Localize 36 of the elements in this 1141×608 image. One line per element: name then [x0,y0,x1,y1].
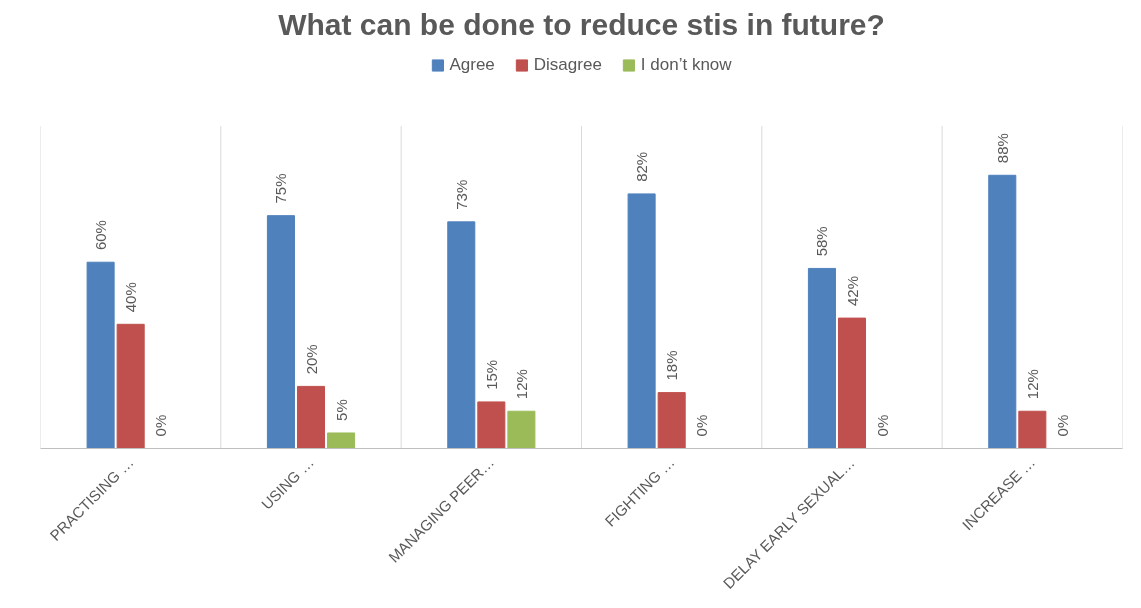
legend-label: Agree [449,55,495,75]
bar [627,193,656,449]
bar [447,221,476,449]
data-label: 73% [452,179,470,210]
data-label: 15% [482,359,500,390]
data-label: 40% [122,282,140,313]
data-label: 75% [272,173,290,204]
data-label: 12% [512,369,530,400]
bar [657,392,686,449]
bar [296,385,326,449]
data-label: 0% [693,414,711,437]
data-label: 58% [813,226,831,257]
data-label: 5% [332,399,350,421]
data-label: 0% [1053,414,1071,437]
data-label: 42% [843,275,861,307]
legend-label: Disagree [533,55,602,75]
legend-label: I don’t know [640,55,732,75]
chart-title: What can be done to reduce stis in future? [278,7,885,41]
bar [86,261,115,449]
data-label: 0% [873,414,891,437]
bar [477,401,506,449]
data-label: 88% [993,133,1011,164]
data-label: 18% [663,350,681,381]
bar [807,267,836,449]
bar [266,215,295,449]
data-label: 12% [1023,369,1041,400]
bar [116,323,145,449]
bar [988,174,1017,449]
data-label: 82% [633,151,651,182]
bar [327,432,356,449]
data-label: 0% [152,414,170,437]
bar [1018,410,1047,449]
bar [837,317,867,449]
data-label: 60% [92,220,110,251]
data-label: 20% [302,344,320,375]
bar [507,410,536,449]
